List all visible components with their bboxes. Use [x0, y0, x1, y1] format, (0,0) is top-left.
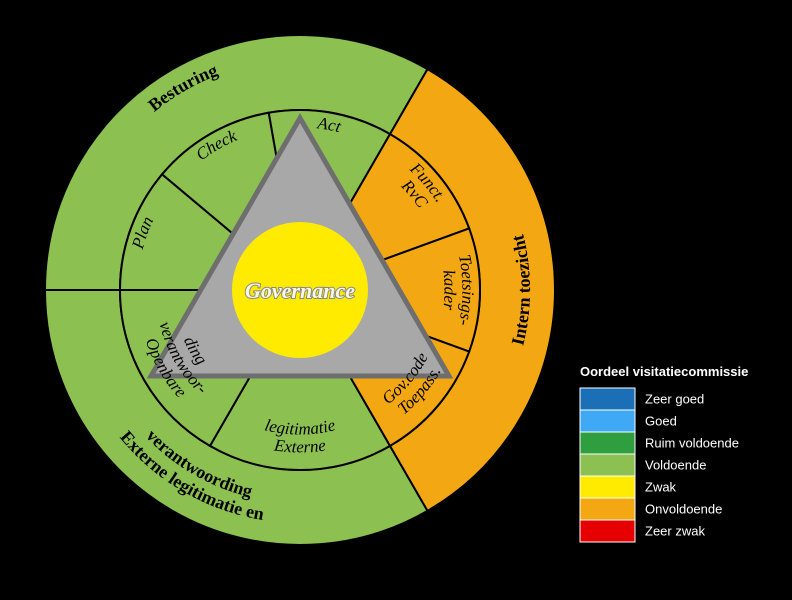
legend-label-2: Ruim voldoende [645, 435, 739, 450]
center-label: Governance [245, 278, 355, 303]
legend-swatch-3 [580, 454, 635, 476]
legend-swatch-1 [580, 410, 635, 432]
legend-swatch-6 [580, 520, 635, 542]
legend-label-4: Zwak [645, 479, 677, 494]
legend-label-6: Zeer zwak [645, 523, 705, 538]
legend-label-0: Zeer goed [645, 391, 704, 406]
legend-swatch-5 [580, 498, 635, 520]
legend-label-5: Onvoldoende [645, 501, 722, 516]
legend-swatch-4 [580, 476, 635, 498]
legend-swatch-2 [580, 432, 635, 454]
legend-swatch-0 [580, 388, 635, 410]
legend-label-1: Goed [645, 413, 677, 428]
legend-label-3: Voldoende [645, 457, 706, 472]
legend-title: Oordeel visitatiecommissie [580, 364, 748, 379]
inner-label-s70-1: kader [439, 269, 459, 311]
